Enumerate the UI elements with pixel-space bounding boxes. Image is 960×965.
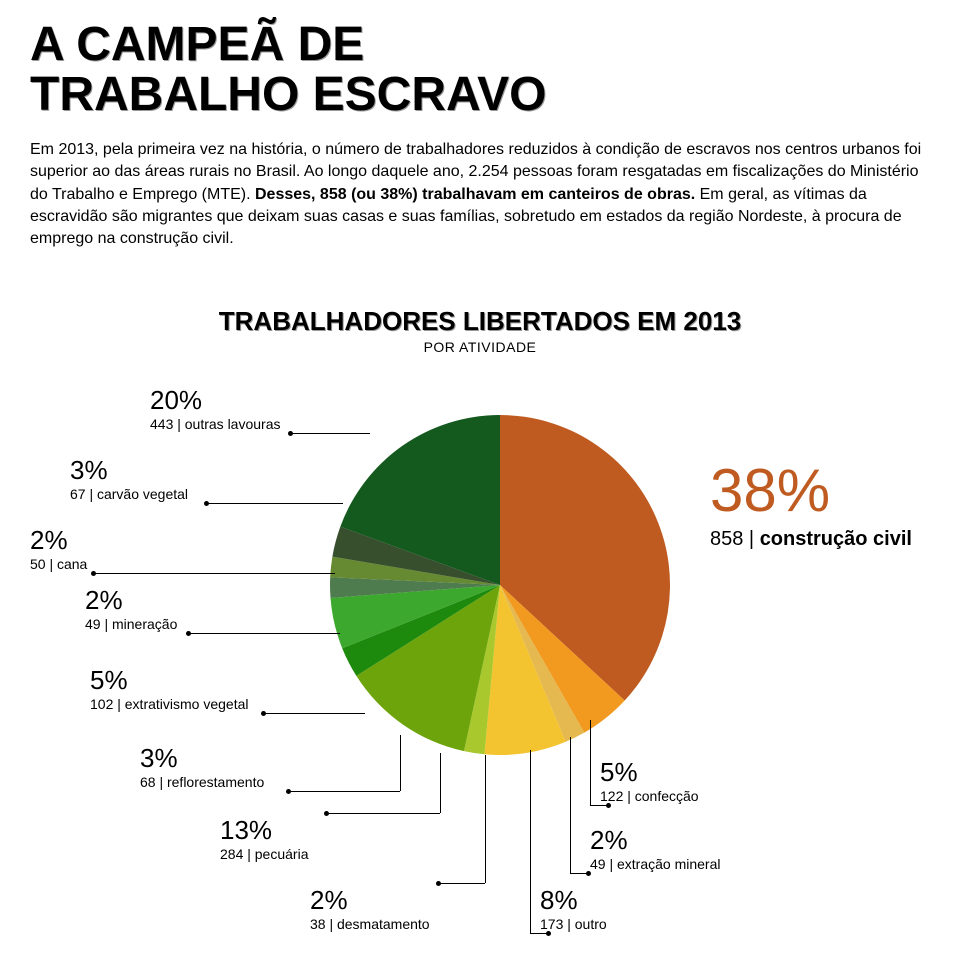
intro-paragraph: Em 2013, pela primeira vez na história, … (30, 139, 930, 251)
label-extrativismo: 5% 102 | extrativismo vegetal (90, 665, 249, 713)
pie-chart: 20% 443 | outras lavouras 3% 67 | carvão… (30, 385, 930, 945)
leader-extrativismo (265, 713, 365, 714)
leader-reflorestamento (290, 791, 400, 792)
label-outro: 8% 173 | outro (540, 885, 607, 933)
label-desmatamento: 2% 38 | desmatamento (310, 885, 430, 933)
label-mineracao: 2% 49 | mineração (85, 585, 177, 633)
leader-extracao-min (570, 737, 571, 873)
leader-outras-lavouras (292, 433, 370, 434)
leader-confeccao (590, 720, 591, 805)
label-outras-lavouras: 20% 443 | outras lavouras (150, 385, 281, 433)
label-confeccao: 5% 122 | confecção (600, 757, 699, 805)
chart-subtitle: POR ATIVIDADE (30, 339, 930, 355)
label-construcao: 38% 858 | construção civil (710, 455, 912, 551)
page-title: A CAMPEÃ DE TRABALHO ESCRAVO (30, 20, 930, 121)
leader-carvao (208, 503, 343, 504)
chart-title: TRABALHADORES LIBERTADOS EM 2013 (30, 306, 930, 337)
label-reflorestamento: 3% 68 | reflorestamento (140, 743, 264, 791)
label-carvao: 3% 67 | carvão vegetal (70, 455, 188, 503)
leader-desmatamento (485, 755, 486, 883)
title-line-1: A CAMPEÃ DE (30, 20, 930, 70)
leader-pecuaria (440, 753, 441, 813)
title-line-2: TRABALHO ESCRAVO (30, 70, 930, 120)
label-pecuaria: 13% 284 | pecuária (220, 815, 308, 863)
leader-mineracao (190, 633, 340, 634)
pie-svg-container (330, 415, 670, 755)
label-cana: 2% 50 | cana (30, 525, 87, 573)
leader-cana (95, 573, 335, 574)
leader-outro (530, 750, 531, 933)
label-extracao-min: 2% 49 | extração mineral (590, 825, 720, 873)
